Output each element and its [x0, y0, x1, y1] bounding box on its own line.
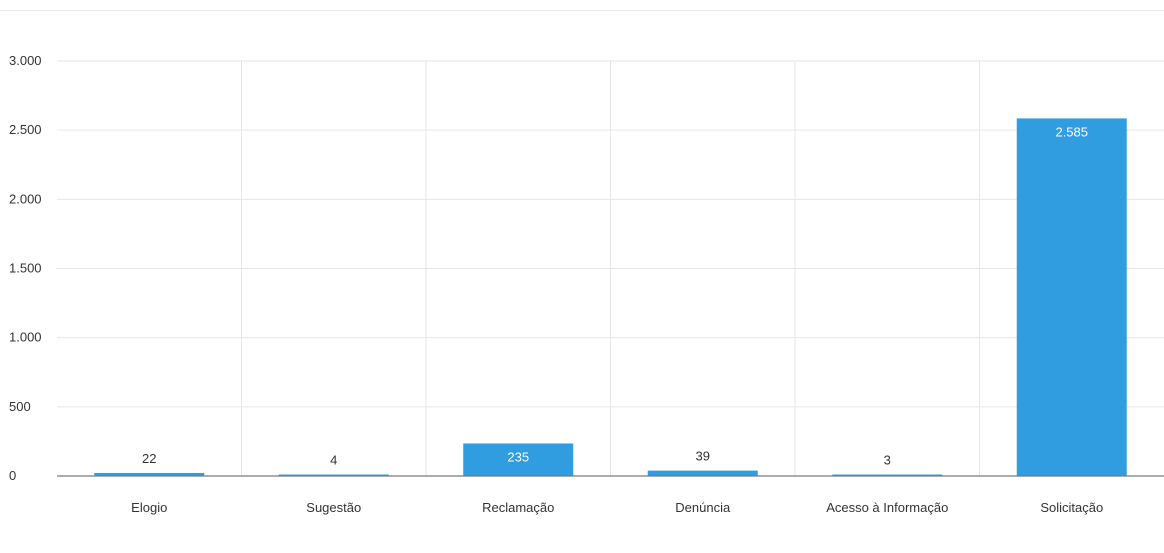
y-tick-label: 3.000 [9, 53, 42, 68]
bar[interactable] [832, 474, 943, 477]
bar-value-label: 22 [142, 451, 156, 466]
y-tick-label: 500 [9, 399, 31, 414]
bar[interactable] [647, 470, 758, 476]
y-tick-label: 2.000 [9, 191, 42, 206]
y-tick-label: 1.500 [9, 261, 42, 276]
bar[interactable] [1016, 118, 1127, 477]
y-tick-label: 1.000 [9, 330, 42, 345]
x-category-label: Denúncia [675, 500, 731, 515]
grid-layer [57, 60, 1164, 476]
x-category-label: Reclamação [482, 500, 554, 515]
y-tick-label: 0 [9, 468, 16, 483]
bar[interactable] [463, 443, 574, 476]
bar-value-label: 4 [330, 453, 337, 468]
x-category-label: Elogio [131, 500, 167, 515]
bars-layer [94, 118, 1127, 477]
x-category-label: Sugestão [306, 500, 361, 515]
bar-value-label: 3 [884, 453, 891, 468]
y-tick-label: 2.500 [9, 122, 42, 137]
bar[interactable] [278, 474, 389, 477]
bar-value-label: 2.585 [1055, 124, 1088, 139]
x-category-label: Solicitação [1040, 500, 1103, 515]
bar[interactable] [94, 472, 205, 476]
bar-value-label: 39 [696, 449, 710, 464]
top-divider [0, 10, 1164, 11]
labels-layer: 0 500 1.000 1.500 2.000 2.500 3.000 22 Elogio 4 Su… [9, 53, 1103, 515]
bar-value-label: 235 [507, 449, 529, 464]
x-category-label: Acesso à Informação [826, 500, 948, 515]
